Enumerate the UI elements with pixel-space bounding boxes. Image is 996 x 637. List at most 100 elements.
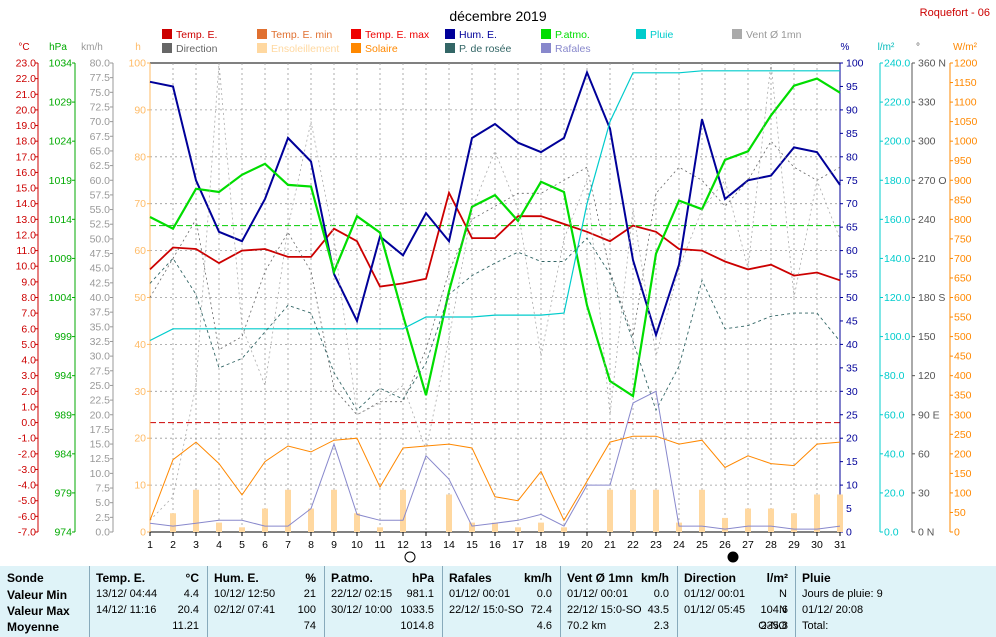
- hum-axis-label: 100: [846, 58, 864, 70]
- day-label: 26: [719, 539, 731, 551]
- sunshine-bar: [446, 494, 452, 532]
- wind-axis-label: 12.5: [90, 453, 111, 465]
- pressure-axis-label: 974: [54, 527, 72, 539]
- rain-axis-label: 80.0: [884, 370, 905, 382]
- temp-axis-label: 15.0: [16, 183, 37, 195]
- temp-axis-label: 11.0: [16, 245, 36, 257]
- sunshine-bar: [561, 527, 567, 532]
- temp-axis-label: 8.0: [21, 292, 36, 304]
- weather-chart: décembre 2019 Roquefort - 06 Temp. E. Tem…: [16, 7, 990, 563]
- stats-max-date: 14/12/ 11:16: [96, 604, 157, 616]
- hum-axis-label: 75: [846, 175, 858, 187]
- stats-avg: 2.3: [653, 620, 669, 632]
- hum-axis-label: 70: [846, 198, 858, 210]
- stats-min-date: 13/12/ 04:44: [96, 588, 158, 600]
- day-label: 18: [535, 539, 547, 551]
- temp-axis-label: 1.0: [21, 401, 36, 413]
- day-label: 6: [262, 539, 268, 551]
- day-label: 24: [673, 539, 685, 551]
- axes: 23.022.021.020.019.018.017.016.015.014.0…: [16, 58, 978, 552]
- day-label: 15: [466, 539, 478, 551]
- solar-axis-label: 50: [954, 507, 966, 519]
- rain-axis-label: 220.0: [884, 97, 910, 109]
- legend-label: Temp. E.: [176, 29, 217, 41]
- stats-max-value: 72.4: [530, 604, 552, 616]
- day-label: 13: [420, 539, 432, 551]
- sunshine-bar: [377, 527, 383, 532]
- wind-axis-label: 40.0: [90, 292, 111, 304]
- wind-axis-label: 62.5: [90, 160, 111, 172]
- solar-axis-label: 950: [954, 155, 972, 167]
- sunshine-bar: [262, 508, 268, 532]
- sunshine-bar: [331, 489, 337, 532]
- legend-swatch: [162, 43, 172, 53]
- pressure-axis-label: 989: [54, 409, 72, 421]
- pressure-axis-label: 994: [54, 370, 72, 382]
- sunshine-bar: [285, 489, 291, 532]
- temp-axis-label: 9.0: [21, 276, 36, 288]
- hum-axis-label: 60: [846, 245, 858, 257]
- sun-axis-label: 10: [134, 480, 146, 492]
- sunshine-bar: [676, 522, 682, 532]
- wind-axis-label: 45.0: [90, 263, 111, 275]
- legend-label: Temp. E. min: [271, 29, 332, 41]
- day-label: 7: [285, 539, 291, 551]
- legend: Temp. E. Temp. E. min Temp. E. max Hum. E. P…: [162, 29, 802, 55]
- solar-axis-label: 700: [954, 253, 972, 265]
- stats-max-value: 43.5: [647, 604, 669, 616]
- stats-max-value: 20.4: [177, 604, 199, 616]
- day-label: 8: [308, 539, 314, 551]
- stats-max-date: 22/12/ 15:0-SO: [567, 604, 642, 616]
- wind-axis-label: 72.5: [90, 101, 111, 113]
- solar-axis-label: 650: [954, 272, 972, 284]
- solar-axis-label: 1200: [954, 58, 978, 70]
- hum-axis-label: 90: [846, 104, 858, 116]
- temp-axis-label: 23.0: [16, 58, 37, 70]
- temp-axis-label: -2.0: [18, 448, 36, 460]
- solar-unit: W/m²: [953, 42, 978, 53]
- stats-column: Temp. E. °C 13/12/ 04:44 4.4 14/12/ 11:16 20.…: [89, 566, 207, 637]
- dir-axis-label: 150: [918, 331, 936, 343]
- wind-axis-label: 35.0: [90, 321, 111, 333]
- wind-axis-label: 10.0: [90, 468, 111, 480]
- rain-axis-label: 140.0: [884, 253, 910, 265]
- day-label: 30: [811, 539, 823, 551]
- rain-unit: l/m²: [878, 42, 895, 53]
- legend-label: Vent Ø 1mn: [746, 29, 802, 41]
- hum-axis-label: 40: [846, 339, 858, 351]
- solar-axis-label: 350: [954, 390, 972, 402]
- series-solaire: [149, 435, 841, 522]
- day-label: 12: [397, 539, 409, 551]
- stats-column: Hum. E.% 10/12/ 12:50 21 02/12/ 07:41 100 74: [207, 566, 324, 637]
- pressure-axis-label: 1024: [49, 136, 73, 148]
- legend-swatch: [351, 43, 361, 53]
- stats-row-label: Valeur Min: [7, 588, 68, 602]
- day-label: 3: [193, 539, 199, 551]
- wind-axis-label: 57.5: [90, 189, 111, 201]
- rain-axis-label: 100.0: [884, 331, 910, 343]
- day-label: 16: [489, 539, 501, 551]
- temp-axis-label: 18.0: [16, 136, 37, 148]
- wind-axis-label: 22.5: [90, 395, 111, 407]
- legend-label: Hum. E.: [459, 29, 497, 41]
- wind-axis-label: 60.0: [90, 175, 111, 187]
- dir-axis-label: 210: [918, 253, 936, 265]
- legend-swatch: [257, 29, 267, 39]
- wind-axis-label: 25.0: [90, 380, 111, 392]
- sun-axis-label: 80: [134, 151, 146, 163]
- solar-axis-label: 1050: [954, 116, 978, 128]
- solar-axis-label: 400: [954, 370, 972, 382]
- wind-axis-label: 65.0: [90, 145, 111, 157]
- day-label: 22: [627, 539, 639, 551]
- stats-min-value: 981.1: [406, 588, 434, 600]
- day-label: 11: [375, 539, 386, 551]
- wind-axis-label: 70.0: [90, 116, 111, 128]
- day-label: 29: [788, 539, 800, 551]
- stats-min-date: 01/12/ 00:01: [449, 588, 511, 600]
- sunshine-bar: [239, 527, 245, 532]
- stats-min-date: Jours de pluie: 9: [802, 588, 883, 600]
- stats-column: Rafales km/h 01/12/ 00:01 0.0 22/12/ 15:0-SO…: [442, 566, 560, 637]
- hum-axis-label: 85: [846, 128, 858, 140]
- sunshine-bar: [469, 522, 475, 532]
- legend-label: Temp. E. max: [365, 29, 430, 41]
